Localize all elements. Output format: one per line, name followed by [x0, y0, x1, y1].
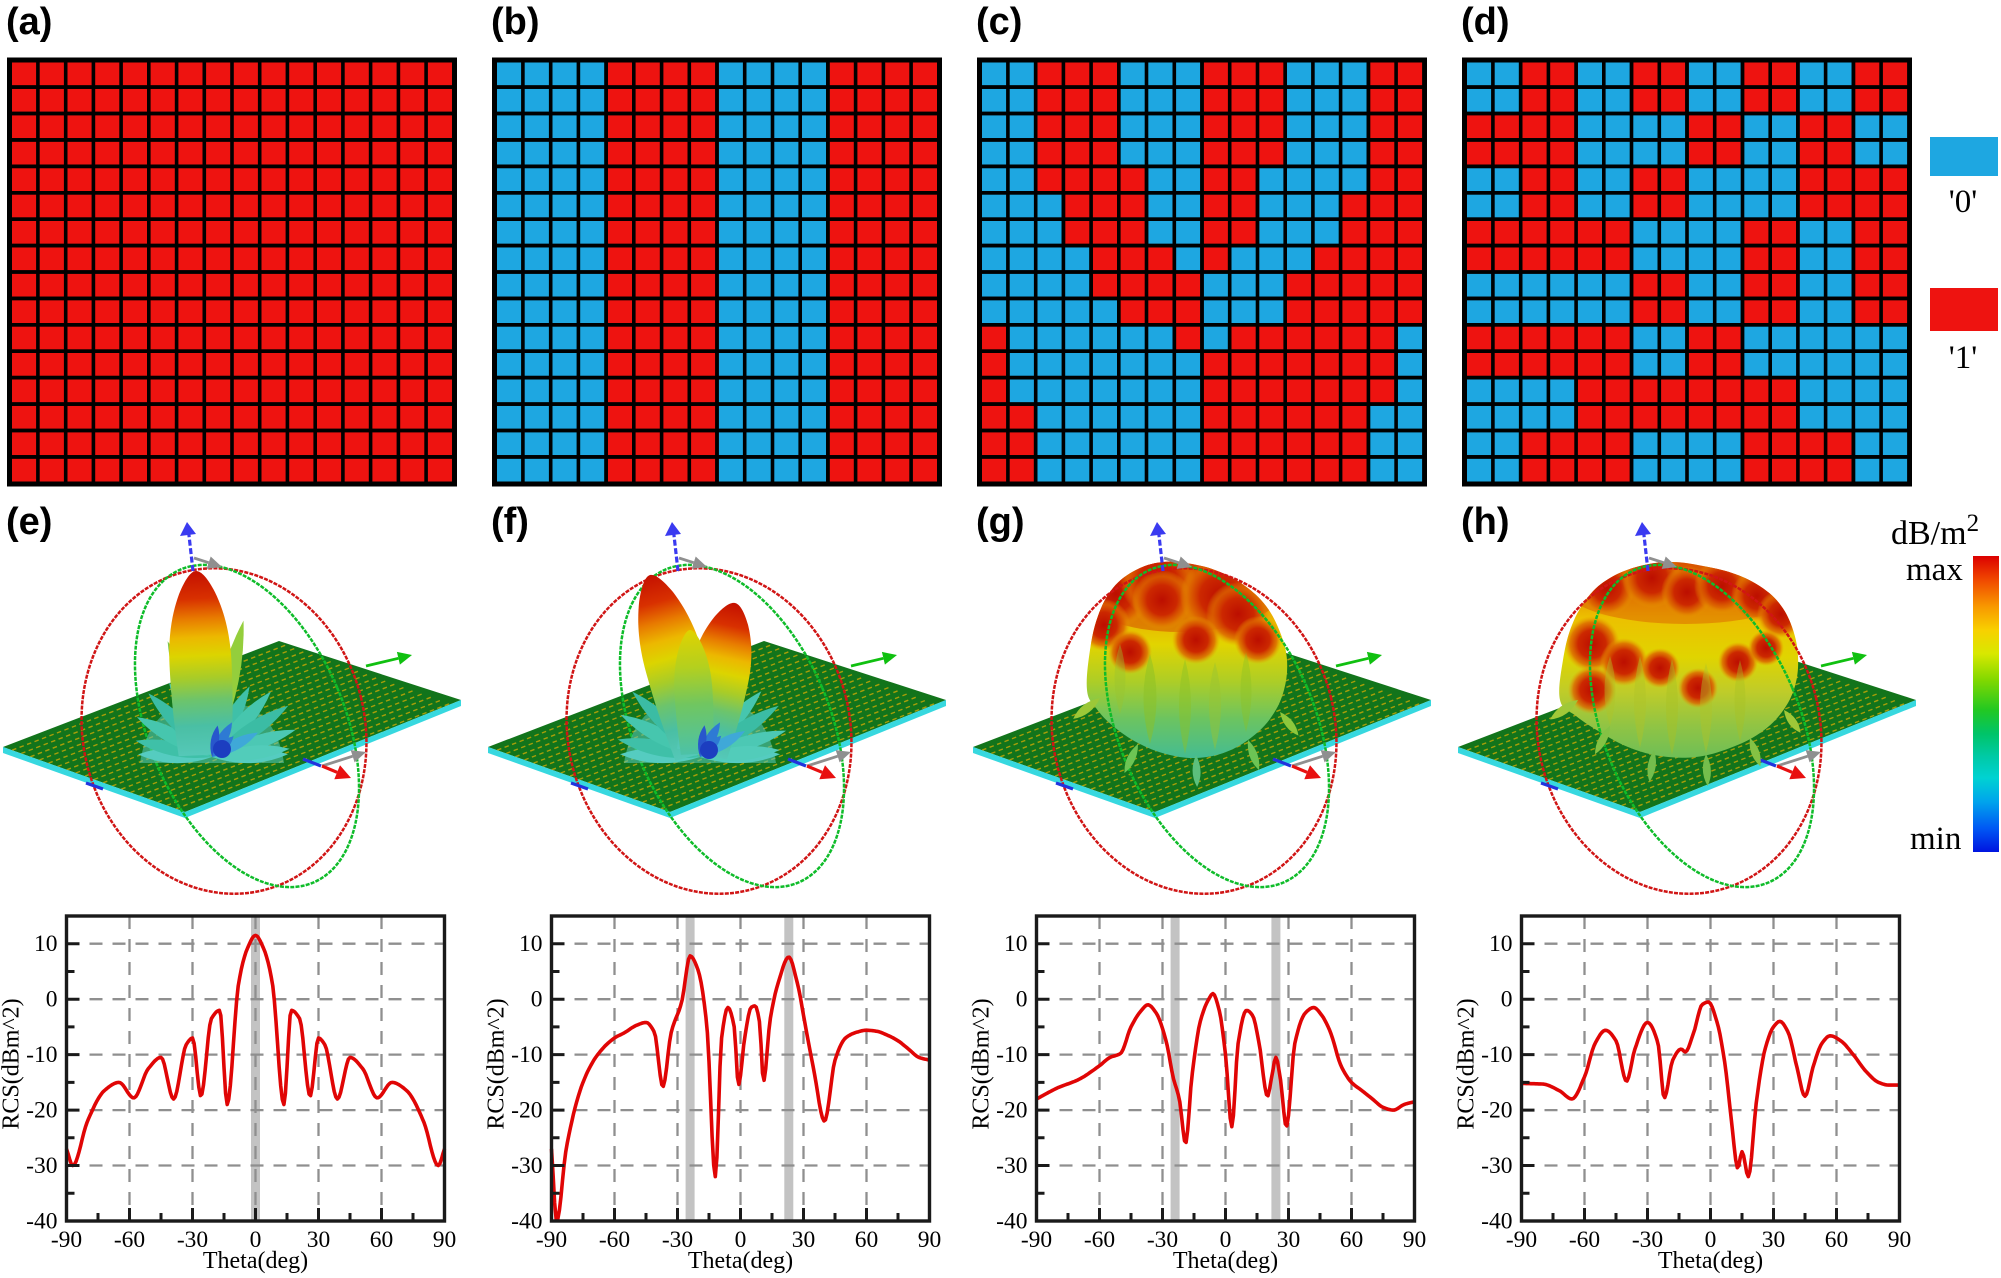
svg-text:-40: -40	[1481, 1209, 1512, 1235]
svg-text:90: 90	[1888, 1227, 1912, 1253]
svg-text:-10: -10	[996, 1042, 1027, 1068]
svg-text:0: 0	[1705, 1227, 1717, 1253]
svg-text:90: 90	[918, 1227, 942, 1253]
svg-text:0: 0	[1016, 987, 1028, 1013]
svg-text:-90: -90	[536, 1227, 567, 1253]
svg-text:-30: -30	[996, 1153, 1027, 1179]
svg-text:60: 60	[1340, 1227, 1364, 1253]
svg-text:dB/m2: dB/m2	[1891, 510, 1979, 552]
svg-text:10: 10	[519, 931, 543, 957]
svg-text:-20: -20	[511, 1098, 542, 1124]
svg-text:10: 10	[1004, 931, 1028, 957]
svg-text:60: 60	[855, 1227, 879, 1253]
svg-text:Theta(deg): Theta(deg)	[1173, 1248, 1278, 1274]
svg-text:-60: -60	[1084, 1227, 1115, 1253]
svg-text:-10: -10	[26, 1042, 57, 1068]
svg-text:-40: -40	[996, 1209, 1027, 1235]
svg-text:10: 10	[1489, 931, 1513, 957]
svg-text:min: min	[1910, 821, 1961, 857]
svg-text:(g): (g)	[976, 501, 1025, 543]
svg-text:-30: -30	[26, 1153, 57, 1179]
svg-text:Theta(deg): Theta(deg)	[203, 1248, 308, 1274]
svg-text:(b): (b)	[491, 1, 540, 43]
svg-text:RCS(dBm^2): RCS(dBm^2)	[484, 998, 510, 1129]
svg-text:-30: -30	[1147, 1227, 1178, 1253]
svg-text:(a): (a)	[6, 1, 52, 43]
svg-text:90: 90	[1403, 1227, 1427, 1253]
svg-text:0: 0	[250, 1227, 262, 1253]
svg-text:30: 30	[1277, 1227, 1301, 1253]
svg-text:-30: -30	[1481, 1153, 1512, 1179]
svg-text:0: 0	[531, 987, 543, 1013]
svg-text:-10: -10	[1481, 1042, 1512, 1068]
svg-text:-30: -30	[1632, 1227, 1663, 1253]
svg-text:(c): (c)	[976, 1, 1022, 43]
svg-text:RCS(dBm^2): RCS(dBm^2)	[969, 998, 995, 1129]
svg-text:30: 30	[307, 1227, 331, 1253]
svg-text:-90: -90	[1506, 1227, 1537, 1253]
svg-text:-90: -90	[51, 1227, 82, 1253]
svg-text:Theta(deg): Theta(deg)	[1658, 1248, 1763, 1274]
svg-text:-40: -40	[26, 1209, 57, 1235]
svg-text:Theta(deg): Theta(deg)	[688, 1248, 793, 1274]
svg-text:max: max	[1906, 552, 1963, 588]
svg-text:-20: -20	[996, 1098, 1027, 1124]
svg-text:-60: -60	[599, 1227, 630, 1253]
svg-text:0: 0	[46, 987, 58, 1013]
svg-text:-10: -10	[511, 1042, 542, 1068]
svg-text:-30: -30	[662, 1227, 693, 1253]
svg-text:-30: -30	[177, 1227, 208, 1253]
svg-text:RCS(dBm^2): RCS(dBm^2)	[0, 998, 25, 1129]
svg-text:0: 0	[735, 1227, 747, 1253]
svg-text:-90: -90	[1021, 1227, 1052, 1253]
svg-text:0: 0	[1220, 1227, 1232, 1253]
svg-text:90: 90	[433, 1227, 457, 1253]
svg-text:-40: -40	[511, 1209, 542, 1235]
svg-text:-60: -60	[1569, 1227, 1600, 1253]
svg-text:-20: -20	[1481, 1098, 1512, 1124]
svg-text:'0': '0'	[1949, 184, 1977, 220]
svg-text:-30: -30	[511, 1153, 542, 1179]
svg-text:(h): (h)	[1461, 501, 1510, 543]
svg-text:30: 30	[792, 1227, 816, 1253]
svg-text:(d): (d)	[1461, 1, 1510, 43]
svg-text:60: 60	[370, 1227, 394, 1253]
svg-text:30: 30	[1762, 1227, 1786, 1253]
svg-text:-20: -20	[26, 1098, 57, 1124]
svg-text:(f): (f)	[491, 501, 529, 543]
svg-text:'1': '1'	[1949, 340, 1977, 376]
svg-text:60: 60	[1825, 1227, 1849, 1253]
svg-text:-60: -60	[114, 1227, 145, 1253]
svg-text:RCS(dBm^2): RCS(dBm^2)	[1454, 998, 1480, 1129]
svg-text:(e): (e)	[6, 501, 52, 543]
svg-text:10: 10	[34, 931, 58, 957]
svg-text:0: 0	[1501, 987, 1513, 1013]
